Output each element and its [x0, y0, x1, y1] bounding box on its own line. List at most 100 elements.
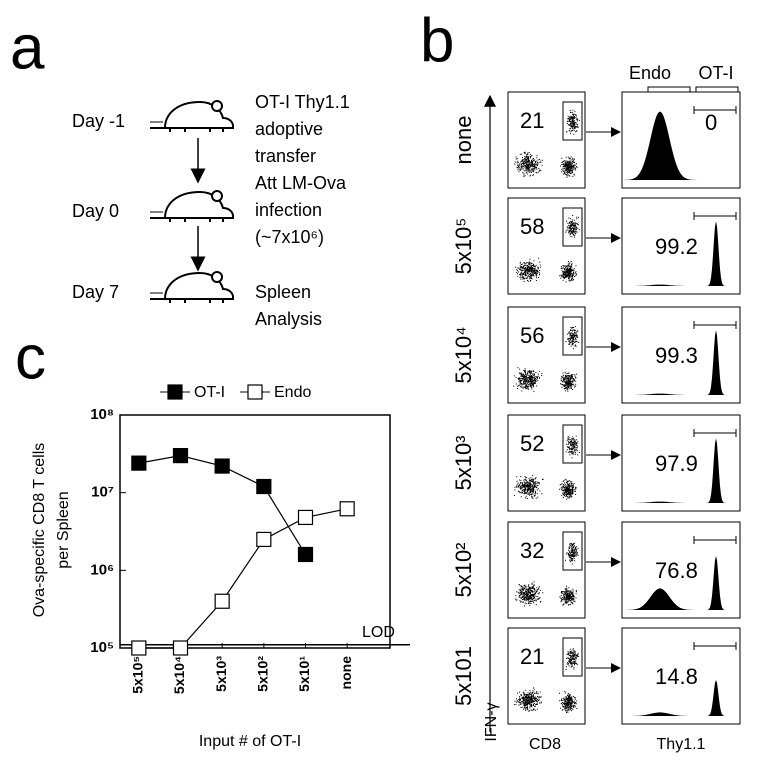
gate-percent: 21 [520, 108, 544, 133]
step-text: transfer [255, 146, 316, 166]
marker [172, 640, 189, 656]
gate-percent: 58 [520, 214, 544, 239]
x-axis-label: Input # of OT-I [199, 733, 301, 750]
dot-cloud [515, 215, 580, 283]
dot-cloud [514, 542, 579, 607]
gate-percent: 99.3 [655, 343, 698, 368]
x-tick-label: 5x10¹ [296, 656, 312, 692]
axis-label: IFN-γ [483, 702, 500, 741]
chart: Ova-specific CD8 T cells per Spleen 10⁵ 10⁶… [31, 384, 410, 694]
hist-gate [693, 429, 737, 437]
marker [256, 531, 272, 548]
gate-percent: 21 [520, 644, 544, 669]
day-label: Day 7 [72, 282, 119, 302]
marker [297, 509, 314, 526]
gate-percent: 0 [705, 110, 717, 135]
mouse-icon [149, 271, 234, 304]
histogram [624, 111, 738, 180]
histogram [624, 221, 738, 286]
timeline: Day -1 OT-I Thy1.1 adoptive transfer Day 0 At… [72, 92, 350, 329]
gate [562, 424, 583, 464]
axis-label: CD8 [529, 736, 561, 753]
hist-gate [693, 106, 737, 114]
x-tick-label: 5x10³ [213, 656, 229, 692]
panel-label: b [420, 6, 454, 75]
flow-plots: none 21 0 5x10⁵ 58 99.2 5x10⁴ 56 99.3 5x10³ 52 97.9… [451, 91, 741, 725]
gate [562, 207, 583, 247]
step-text: Att LM-Ova [255, 173, 347, 193]
y-tick-label: 10⁷ [91, 484, 114, 501]
reference-label: LOD [362, 624, 395, 641]
x-tick-label: none [338, 656, 354, 690]
row-label: 5x10⁵ [451, 218, 476, 275]
step-text: infection [255, 200, 322, 220]
histogram [624, 556, 738, 610]
gate-percent: 14.8 [655, 664, 698, 689]
gate-percent: 99.2 [655, 234, 698, 259]
x-tick-label: 5x10⁵ [130, 656, 146, 694]
marker [172, 448, 189, 464]
day-label: Day -1 [72, 111, 125, 131]
marker [256, 478, 272, 495]
gate-percent: 32 [520, 538, 544, 563]
marker [214, 593, 230, 609]
marker [339, 501, 355, 517]
dot-cloud [513, 435, 580, 500]
histogram [624, 438, 738, 503]
step-text: OT-I Thy1.1 [255, 92, 350, 112]
dot-cloud [513, 648, 579, 713]
day-label: Day 0 [72, 201, 119, 221]
legend-swatch [167, 384, 183, 400]
marker [214, 458, 230, 474]
y-tick-label: 10⁵ [90, 639, 114, 656]
gate-header: OT-I [699, 63, 734, 83]
row-label: none [451, 116, 476, 165]
gate-percent: 76.8 [655, 558, 698, 583]
gate-percent: 97.9 [655, 451, 698, 476]
hist-gate [693, 212, 737, 220]
series-line [138, 508, 348, 649]
histogram-frame [621, 627, 741, 725]
x-tick-label: 5x10² [255, 656, 271, 692]
row-label: 5x10⁴ [451, 326, 476, 383]
dot-cloud [514, 109, 580, 178]
marker [297, 546, 314, 563]
row-label: 5x10³ [451, 435, 476, 490]
mouse-icon [149, 190, 234, 223]
step-text: (~7x10⁶) [255, 227, 324, 247]
x-tick-label: 5x10⁴ [171, 656, 187, 694]
hist-gate [693, 642, 737, 650]
marker [131, 455, 147, 471]
gate [562, 101, 583, 141]
step-text: adoptive [255, 119, 323, 139]
plot-frame [119, 414, 391, 649]
hist-gate [693, 321, 737, 329]
gate-bracket [647, 86, 739, 92]
gate [562, 316, 583, 356]
panel-label: c [15, 323, 46, 392]
mouse-icon [149, 100, 234, 133]
legend-swatch [247, 384, 263, 400]
step-text: Spleen [255, 282, 311, 302]
gate-percent: 52 [520, 431, 544, 456]
row-label: 5x10² [451, 542, 476, 597]
marker [131, 640, 147, 656]
step-text: Analysis [255, 309, 322, 329]
y-tick-label: 10⁶ [90, 561, 114, 578]
dot-cloud [513, 326, 580, 393]
legend-label: OT-I [194, 384, 225, 401]
hist-gate [693, 536, 737, 544]
gate-percent: 56 [520, 323, 544, 348]
panel-label: a [10, 13, 45, 82]
y-tick-label: 10⁸ [90, 406, 114, 423]
y-axis-label: per Spleen [55, 491, 72, 568]
histogram [624, 330, 738, 395]
y-axis-label: Ova-specific CD8 T cells [31, 443, 48, 618]
row-label: 5x101 [451, 646, 476, 706]
axis-label: Thy1.1 [657, 736, 706, 753]
legend-label: Endo [274, 384, 311, 401]
gate [562, 637, 583, 677]
gate-header: Endo [629, 63, 671, 83]
histogram [624, 680, 738, 716]
